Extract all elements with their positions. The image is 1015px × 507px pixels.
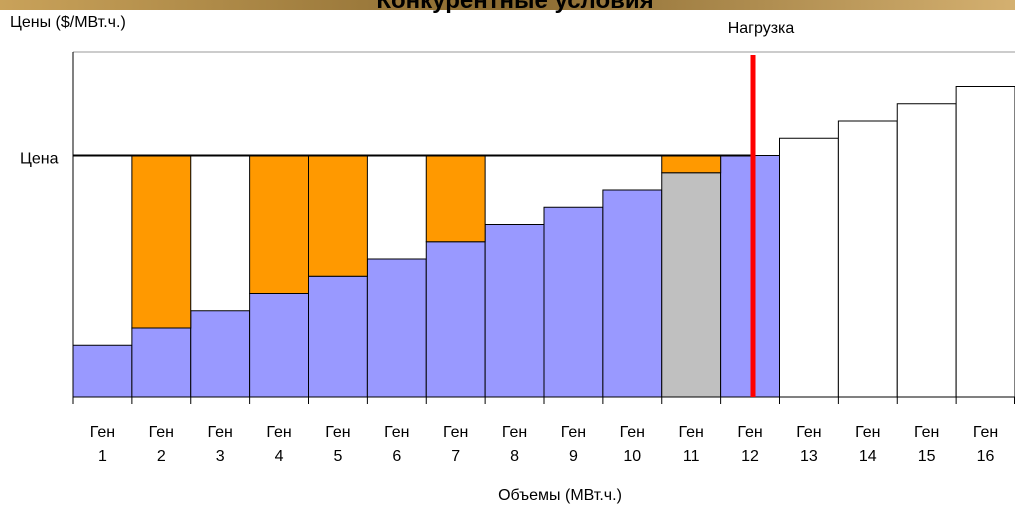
x-tick-label: Ген 11 [679,424,704,465]
bar-segment [661,172,722,398]
chart-title: Конкурентные условия [376,0,653,14]
load-label: Нагрузка [728,20,795,37]
bar-segment [190,310,251,398]
bar-segment [602,189,663,398]
bar-segment [425,155,486,243]
bar-segment [837,120,898,398]
x-tick-label: Ген 5 [325,424,350,465]
x-tick-label: Ген 1 [90,424,115,465]
x-tick-label: Ген 14 [855,424,880,465]
x-tick-label: Ген 3 [208,424,233,465]
bar-segment [131,155,192,329]
bar-segment [425,241,486,398]
x-tick-label: Ген 2 [149,424,174,465]
x-tick-label: Ген 7 [443,424,468,465]
x-tick-label: Ген 8 [502,424,527,465]
bar-segment [366,258,427,398]
bar-segment [720,155,780,398]
x-tick-label: Ген 6 [384,424,409,465]
bar-segment [955,86,1015,398]
bar-segment [249,155,309,294]
bar-segment [308,155,368,277]
bar-segment [779,137,839,398]
bar-segment [543,206,604,398]
x-tick-label: Ген 16 [973,424,998,465]
x-tick-label: Ген 4 [266,424,291,465]
bar-segment [661,155,722,174]
bar-segment [308,275,368,398]
x-axis-label: Объемы (МВт.ч.) [498,487,622,504]
x-tick-label: Ген 12 [737,424,762,465]
bar-segment [131,327,192,398]
bar-segment [249,293,309,398]
bar-segment [72,344,133,398]
bar-segment [484,224,545,398]
x-tick-label: Ген 15 [914,424,939,465]
price-label: Цена [20,151,59,168]
x-tick-label: Ген 10 [620,424,645,465]
x-tick-label: Ген 13 [796,424,821,465]
y-axis-label: Цены ($/МВт.ч.) [10,14,126,31]
bar-segment [896,103,957,398]
x-tick-label: Ген 9 [561,424,586,465]
header-band [0,0,1015,10]
